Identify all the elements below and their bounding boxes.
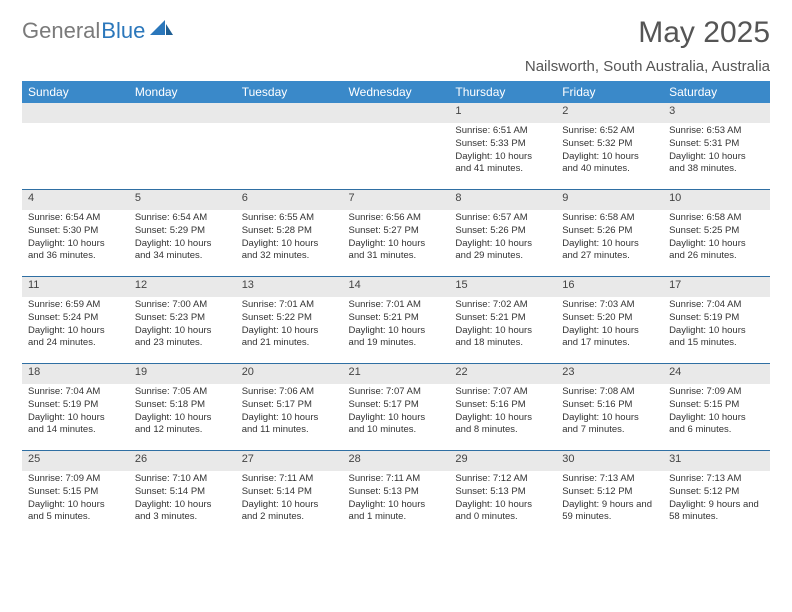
- day-number: 15: [449, 277, 556, 297]
- day-number: 30: [556, 451, 663, 471]
- day-number: 11: [22, 277, 129, 297]
- day-number: 5: [129, 190, 236, 210]
- day-number: 27: [236, 451, 343, 471]
- day-info: Sunrise: 7:04 AMSunset: 5:19 PMDaylight:…: [22, 384, 129, 451]
- day-number: 14: [343, 277, 450, 297]
- day-info: Sunrise: 7:07 AMSunset: 5:17 PMDaylight:…: [343, 384, 450, 451]
- day-info: Sunrise: 7:08 AMSunset: 5:16 PMDaylight:…: [556, 384, 663, 451]
- col-thursday: Thursday: [449, 81, 556, 103]
- logo-text-general: General: [22, 18, 100, 44]
- empty-day: [129, 103, 236, 123]
- day-number: 4: [22, 190, 129, 210]
- day-number: 2: [556, 103, 663, 123]
- day-number: 10: [663, 190, 770, 210]
- day-info: Sunrise: 7:11 AMSunset: 5:13 PMDaylight:…: [343, 471, 450, 537]
- day-number: 21: [343, 364, 450, 384]
- location-subtitle: Nailsworth, South Australia, Australia: [525, 58, 770, 75]
- day-number: 17: [663, 277, 770, 297]
- day-info: Sunrise: 6:57 AMSunset: 5:26 PMDaylight:…: [449, 210, 556, 277]
- empty-day: [343, 103, 450, 123]
- day-info: Sunrise: 7:07 AMSunset: 5:16 PMDaylight:…: [449, 384, 556, 451]
- day-info: Sunrise: 7:01 AMSunset: 5:21 PMDaylight:…: [343, 297, 450, 364]
- week-daynum-row: 123: [22, 103, 770, 123]
- day-number: 16: [556, 277, 663, 297]
- day-info: Sunrise: 6:58 AMSunset: 5:26 PMDaylight:…: [556, 210, 663, 277]
- day-info: Sunrise: 6:51 AMSunset: 5:33 PMDaylight:…: [449, 123, 556, 190]
- day-number: 26: [129, 451, 236, 471]
- logo: GeneralBlue: [22, 18, 175, 44]
- day-info: Sunrise: 6:52 AMSunset: 5:32 PMDaylight:…: [556, 123, 663, 190]
- week-daynum-row: 18192021222324: [22, 364, 770, 384]
- day-number: 12: [129, 277, 236, 297]
- day-number: 28: [343, 451, 450, 471]
- day-info: Sunrise: 7:03 AMSunset: 5:20 PMDaylight:…: [556, 297, 663, 364]
- day-number: 1: [449, 103, 556, 123]
- calendar-table: Sunday Monday Tuesday Wednesday Thursday…: [22, 81, 770, 537]
- day-number: 31: [663, 451, 770, 471]
- day-number: 8: [449, 190, 556, 210]
- empty-day: [22, 103, 129, 123]
- day-number: 20: [236, 364, 343, 384]
- empty-info: [22, 123, 129, 190]
- week-daynum-row: 11121314151617: [22, 277, 770, 297]
- week-info-row: Sunrise: 6:59 AMSunset: 5:24 PMDaylight:…: [22, 297, 770, 364]
- day-number: 3: [663, 103, 770, 123]
- empty-info: [236, 123, 343, 190]
- day-info: Sunrise: 7:10 AMSunset: 5:14 PMDaylight:…: [129, 471, 236, 537]
- day-info: Sunrise: 7:05 AMSunset: 5:18 PMDaylight:…: [129, 384, 236, 451]
- empty-info: [343, 123, 450, 190]
- day-info: Sunrise: 6:59 AMSunset: 5:24 PMDaylight:…: [22, 297, 129, 364]
- col-tuesday: Tuesday: [236, 81, 343, 103]
- day-number: 23: [556, 364, 663, 384]
- day-info: Sunrise: 6:58 AMSunset: 5:25 PMDaylight:…: [663, 210, 770, 277]
- day-info: Sunrise: 7:04 AMSunset: 5:19 PMDaylight:…: [663, 297, 770, 364]
- day-number: 6: [236, 190, 343, 210]
- page-title: May 2025: [525, 18, 770, 48]
- day-info: Sunrise: 6:53 AMSunset: 5:31 PMDaylight:…: [663, 123, 770, 190]
- col-saturday: Saturday: [663, 81, 770, 103]
- day-info: Sunrise: 7:13 AMSunset: 5:12 PMDaylight:…: [663, 471, 770, 537]
- day-number: 29: [449, 451, 556, 471]
- day-info: Sunrise: 7:01 AMSunset: 5:22 PMDaylight:…: [236, 297, 343, 364]
- week-info-row: Sunrise: 7:09 AMSunset: 5:15 PMDaylight:…: [22, 471, 770, 537]
- day-number: 24: [663, 364, 770, 384]
- col-monday: Monday: [129, 81, 236, 103]
- week-info-row: Sunrise: 6:54 AMSunset: 5:30 PMDaylight:…: [22, 210, 770, 277]
- day-info: Sunrise: 7:09 AMSunset: 5:15 PMDaylight:…: [663, 384, 770, 451]
- day-number: 22: [449, 364, 556, 384]
- day-info: Sunrise: 7:11 AMSunset: 5:14 PMDaylight:…: [236, 471, 343, 537]
- day-info: Sunrise: 7:09 AMSunset: 5:15 PMDaylight:…: [22, 471, 129, 537]
- week-info-row: Sunrise: 7:04 AMSunset: 5:19 PMDaylight:…: [22, 384, 770, 451]
- day-number: 19: [129, 364, 236, 384]
- logo-sail-icon: [149, 18, 175, 38]
- empty-day: [236, 103, 343, 123]
- day-info: Sunrise: 6:55 AMSunset: 5:28 PMDaylight:…: [236, 210, 343, 277]
- day-number: 7: [343, 190, 450, 210]
- day-info: Sunrise: 7:06 AMSunset: 5:17 PMDaylight:…: [236, 384, 343, 451]
- day-number: 25: [22, 451, 129, 471]
- week-daynum-row: 45678910: [22, 190, 770, 210]
- empty-info: [129, 123, 236, 190]
- logo-text-blue: Blue: [101, 18, 145, 44]
- day-info: Sunrise: 6:54 AMSunset: 5:29 PMDaylight:…: [129, 210, 236, 277]
- col-wednesday: Wednesday: [343, 81, 450, 103]
- day-number: 9: [556, 190, 663, 210]
- weekday-header-row: Sunday Monday Tuesday Wednesday Thursday…: [22, 81, 770, 103]
- week-info-row: Sunrise: 6:51 AMSunset: 5:33 PMDaylight:…: [22, 123, 770, 190]
- day-info: Sunrise: 6:56 AMSunset: 5:27 PMDaylight:…: [343, 210, 450, 277]
- day-number: 13: [236, 277, 343, 297]
- day-info: Sunrise: 7:13 AMSunset: 5:12 PMDaylight:…: [556, 471, 663, 537]
- day-info: Sunrise: 7:00 AMSunset: 5:23 PMDaylight:…: [129, 297, 236, 364]
- day-number: 18: [22, 364, 129, 384]
- day-info: Sunrise: 7:02 AMSunset: 5:21 PMDaylight:…: [449, 297, 556, 364]
- col-sunday: Sunday: [22, 81, 129, 103]
- col-friday: Friday: [556, 81, 663, 103]
- week-daynum-row: 25262728293031: [22, 451, 770, 471]
- day-info: Sunrise: 6:54 AMSunset: 5:30 PMDaylight:…: [22, 210, 129, 277]
- day-info: Sunrise: 7:12 AMSunset: 5:13 PMDaylight:…: [449, 471, 556, 537]
